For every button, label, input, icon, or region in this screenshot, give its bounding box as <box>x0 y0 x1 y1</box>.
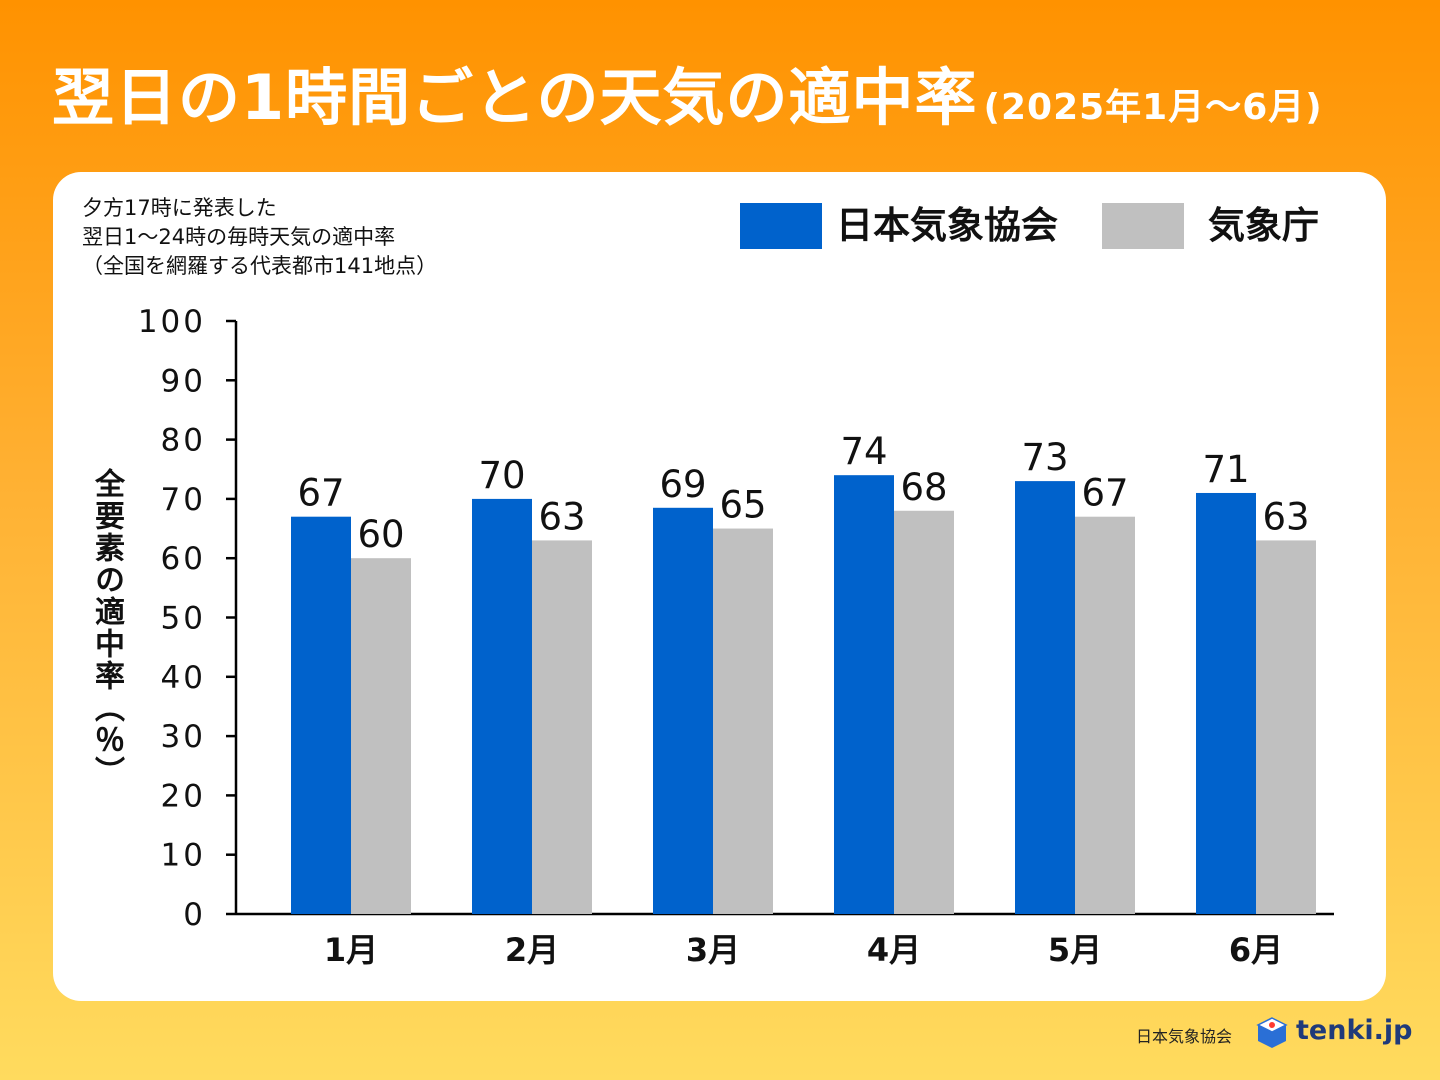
bar-value-label: 67 <box>1081 472 1128 515</box>
note-line: 夕方17時に発表した <box>82 196 277 220</box>
title-main: 翌日の1時間ごとの天気の適中率 <box>52 61 978 134</box>
chart-note: 夕方17時に発表した 翌日1〜24時の毎時天気の適中率 （全国を網羅する代表都市… <box>82 194 437 281</box>
bar-jma <box>1075 516 1135 914</box>
bar-value-label: 74 <box>840 430 887 473</box>
bar-jwa <box>834 475 894 914</box>
bar-jwa <box>472 498 532 914</box>
bar-jma <box>713 528 773 914</box>
x-tick-label: 4月 <box>867 931 921 969</box>
y-tick-label: 20 <box>161 778 206 814</box>
y-tick-label: 100 <box>138 304 206 340</box>
y-tick-label: 90 <box>161 363 206 399</box>
page-title: 翌日の1時間ごとの天気の適中率 (2025年1月〜6月) <box>52 58 1323 148</box>
note-line: （全国を網羅する代表都市141地点） <box>82 254 438 278</box>
bar-jwa <box>653 507 713 914</box>
legend-swatch-jwa <box>740 203 822 249</box>
y-tick-label: 60 <box>161 541 206 577</box>
bar-value-label: 71 <box>1202 448 1249 491</box>
bar-value-label: 67 <box>297 472 344 515</box>
x-tick-label: 1月 <box>324 931 378 969</box>
y-tick-label: 10 <box>161 838 206 874</box>
bar-jma <box>894 510 954 914</box>
bar-jwa <box>1015 481 1075 914</box>
footer-brand: tenki.jp <box>1296 1015 1413 1046</box>
bar-value-label: 60 <box>357 513 404 556</box>
bar-value-label: 63 <box>1262 495 1309 538</box>
bar-value-label: 70 <box>478 454 525 497</box>
x-tick-label: 2月 <box>505 931 559 969</box>
y-axis-label: 全要素の適中率（％） <box>89 468 124 788</box>
bar-jwa <box>291 516 351 914</box>
x-tick-label: 3月 <box>686 931 740 969</box>
bar-value-label: 68 <box>900 466 947 509</box>
y-tick-label: 40 <box>161 660 206 696</box>
bar-jwa <box>1196 492 1256 914</box>
bar-value-label: 73 <box>1021 436 1068 479</box>
bar-jma <box>1256 540 1316 914</box>
y-tick-label: 50 <box>161 601 206 637</box>
y-tick-label: 0 <box>183 897 206 933</box>
bar-value-label: 69 <box>659 463 706 506</box>
y-tick-label: 30 <box>161 719 206 755</box>
footer-org: 日本気象協会 <box>1136 1027 1233 1046</box>
title-period: (2025年1月〜6月) <box>983 87 1323 128</box>
legend-swatch-jma <box>1102 203 1184 249</box>
x-tick-label: 6月 <box>1229 931 1283 969</box>
note-line: 翌日1〜24時の毎時天気の適中率 <box>82 225 396 249</box>
y-tick-label: 80 <box>161 423 206 459</box>
tenki-logo-icon <box>1256 1017 1288 1048</box>
legend-label-jwa: 日本気象協会 <box>836 204 1058 247</box>
bar-value-label: 65 <box>719 484 766 527</box>
bar-value-label: 63 <box>538 495 585 538</box>
y-tick-label: 70 <box>161 482 206 518</box>
bar-jma <box>532 540 592 914</box>
x-tick-label: 5月 <box>1048 931 1102 969</box>
legend-label-jma: 気象庁 <box>1208 204 1319 247</box>
bar-jma <box>351 558 411 914</box>
